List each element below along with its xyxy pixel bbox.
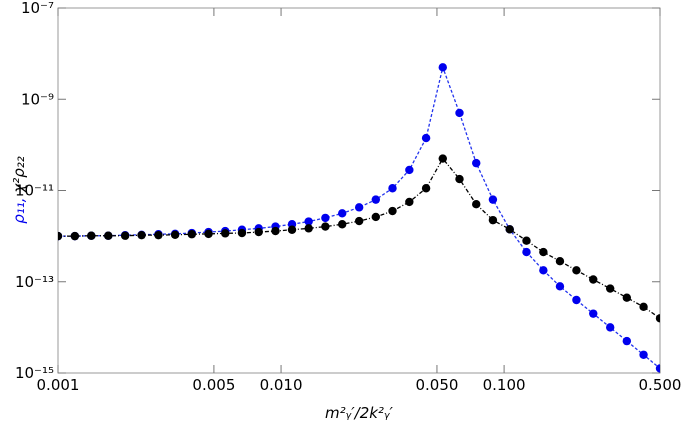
data-point <box>455 174 464 184</box>
y-tick-label: 10⁻⁷ <box>21 0 54 17</box>
data-point <box>204 229 213 239</box>
data-point <box>70 231 80 241</box>
data-point <box>539 266 548 275</box>
data-point <box>622 336 632 346</box>
data-point <box>388 184 397 193</box>
data-point <box>655 314 660 323</box>
data-point <box>354 216 364 226</box>
data-point <box>455 108 464 118</box>
data-point <box>589 309 598 318</box>
data-point <box>304 217 313 226</box>
data-point <box>104 231 113 240</box>
data-point <box>371 212 381 222</box>
data-point <box>137 230 146 240</box>
x-tick-label: 0.010 <box>260 376 303 394</box>
data-point <box>405 197 414 207</box>
data-point <box>405 165 414 175</box>
data-point <box>655 364 660 373</box>
data-point <box>555 282 565 291</box>
y-label-part: χ²ρ₂₂ <box>10 156 28 197</box>
data-point <box>539 247 548 257</box>
data-point <box>254 227 263 237</box>
data-point <box>488 215 498 225</box>
y-tick-label: 10⁻¹⁵ <box>15 364 54 382</box>
data-point <box>371 195 381 204</box>
x-tick-label: 0.050 <box>415 376 458 394</box>
data-point <box>472 199 481 209</box>
x-tick-label: 0.001 <box>37 376 80 394</box>
data-point <box>221 229 230 238</box>
data-point <box>421 133 431 143</box>
data-point <box>321 213 330 223</box>
data-point <box>639 302 648 312</box>
x-axis-label: m²ᵧ′/2k²ᵧ′ <box>325 404 394 422</box>
data-point <box>505 225 514 234</box>
data-point <box>154 230 163 240</box>
data-point <box>58 231 63 241</box>
data-point <box>337 220 347 229</box>
data-point <box>605 284 615 293</box>
data-point <box>522 236 531 245</box>
data-point <box>622 293 632 302</box>
data-point <box>488 195 498 204</box>
y-label-part: ρ₁₁, <box>10 197 28 223</box>
data-point <box>237 228 247 238</box>
data-point <box>438 63 447 72</box>
data-point <box>472 158 481 168</box>
data-point <box>120 231 130 240</box>
data-point <box>421 184 431 193</box>
data-point <box>287 225 297 234</box>
data-point <box>87 231 96 240</box>
y-tick-label: 10⁻¹¹ <box>15 182 54 200</box>
data-point <box>555 257 565 266</box>
data-point <box>522 247 531 257</box>
data-point <box>605 323 615 332</box>
data-point <box>572 295 581 305</box>
y-tick-label: 10⁻¹³ <box>15 273 54 291</box>
data-point <box>438 154 447 163</box>
y-tick-label: 10⁻⁹ <box>21 90 54 108</box>
data-point <box>187 230 197 239</box>
data-point <box>354 203 364 212</box>
plot-frame <box>57 7 661 374</box>
x-tick-label: 0.500 <box>639 376 682 394</box>
data-point <box>589 275 598 284</box>
data-point <box>572 266 581 275</box>
data-point <box>337 209 347 218</box>
x-tick-label: 0.005 <box>192 376 235 394</box>
data-point <box>304 224 313 233</box>
data-point <box>321 222 330 231</box>
y-axis-label: ρ₁₁, χ²ρ₂₂ <box>10 156 28 224</box>
plot-area <box>58 63 660 373</box>
data-point <box>271 226 280 236</box>
data-point <box>170 230 180 239</box>
x-tick-label: 0.100 <box>483 376 526 394</box>
data-point <box>639 350 648 359</box>
data-point <box>388 206 397 216</box>
